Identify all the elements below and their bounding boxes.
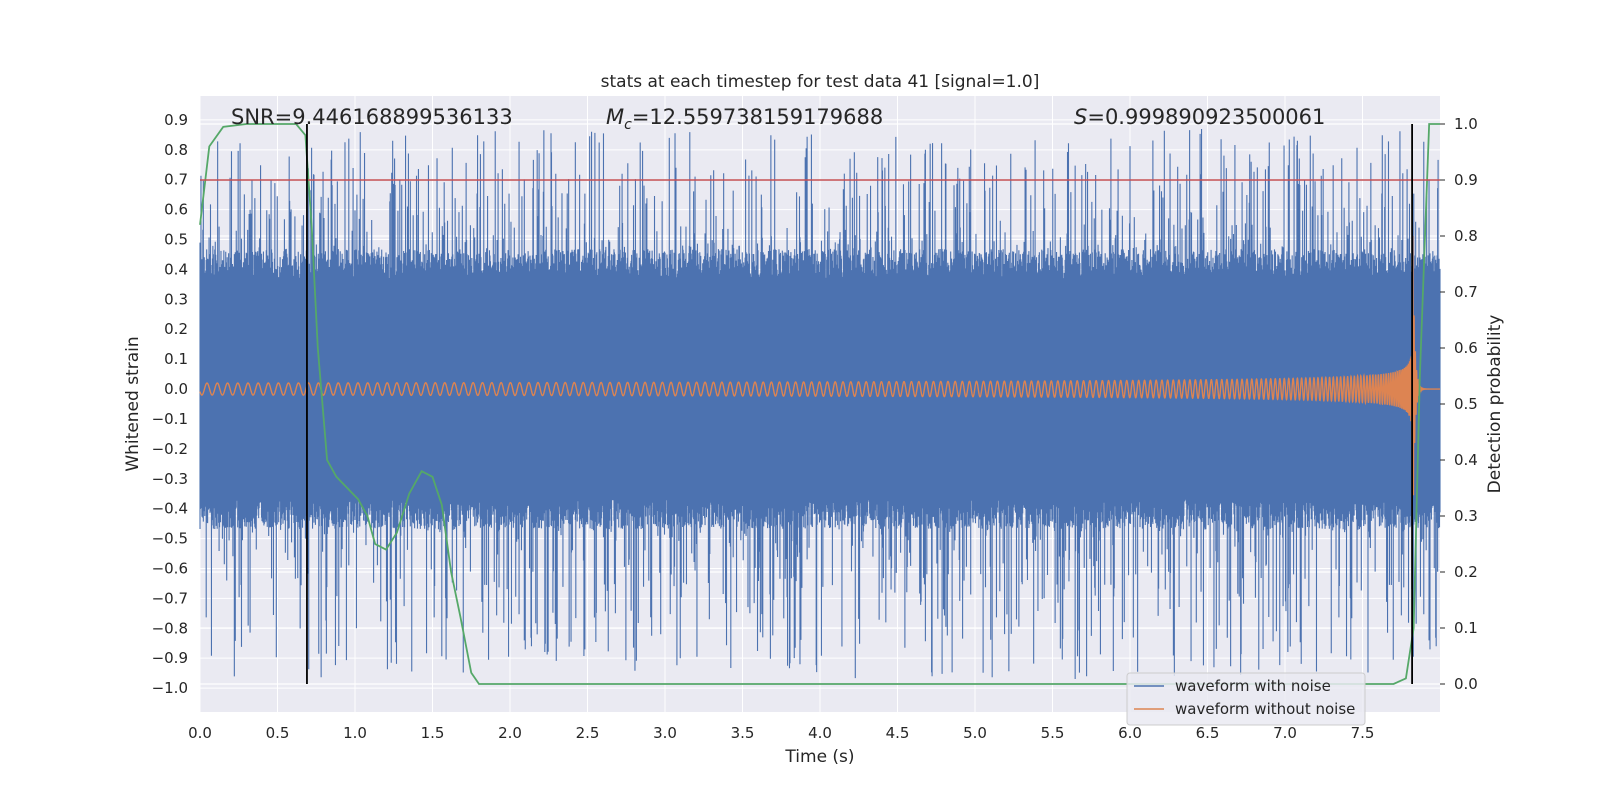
chart-title: stats at each timestep for test data 41 …	[601, 72, 1040, 92]
mc-subscript: c	[624, 117, 632, 133]
y-left-tick-label: 0.3	[164, 290, 188, 308]
x-tick-label: 4.5	[886, 724, 910, 742]
s-symbol: S	[1074, 105, 1087, 129]
legend-label-clean: waveform without noise	[1175, 700, 1355, 718]
y-right-tick-label: 0.6	[1454, 339, 1478, 357]
y-left-tick-label: −0.5	[152, 530, 188, 548]
x-tick-label: 6.5	[1196, 724, 1220, 742]
y-left-tick-label: 0.1	[164, 350, 188, 368]
y-left-tick-label: −1.0	[152, 679, 188, 697]
y-right-tick-label: 0.4	[1454, 451, 1478, 469]
mc-annotation: Mc=12.559738159179688	[606, 105, 883, 133]
x-tick-label: 1.5	[421, 724, 445, 742]
y-right-tick-label: 0.3	[1454, 507, 1478, 525]
y-left-tick-label: 0.9	[164, 111, 188, 129]
y-left-tick-label: −0.6	[152, 559, 188, 577]
x-axis-label: Time (s)	[784, 747, 854, 767]
y-right-tick-label: 1.0	[1454, 115, 1478, 133]
x-tick-label: 7.5	[1351, 724, 1375, 742]
y-left-axis-label: Whitened strain	[123, 336, 143, 471]
y-right-tick-label: 0.5	[1454, 395, 1478, 413]
y-right-tick-label: 0.7	[1454, 283, 1478, 301]
x-tick-label: 0.0	[188, 724, 212, 742]
y-left-tick-label: −0.7	[152, 589, 188, 607]
y-right-tick-label: 0.8	[1454, 227, 1478, 245]
s-value: =0.999890923500061	[1087, 105, 1325, 129]
x-tick-label: 2.0	[498, 724, 522, 742]
legend-label-noisy: waveform with noise	[1175, 677, 1331, 695]
y-right-tick-label: 0.0	[1454, 675, 1478, 693]
y-left-tick-label: −0.4	[152, 500, 188, 518]
y-left-tick-label: −0.2	[152, 440, 188, 458]
x-axis-ticks: 0.0 0.5 1.0 1.5 2.0 2.5 3.0 3.5 4.0 4.5 5.0 5.5 6.0 6…	[188, 724, 1374, 742]
y-left-tick-label: −0.9	[152, 649, 188, 667]
snr-annotation: SNR=9.446168899536133	[231, 105, 513, 129]
y-left-tick-label: 0.2	[164, 320, 188, 338]
y-right-tick-label: 0.9	[1454, 171, 1478, 189]
legend-box	[1126, 672, 1366, 726]
series-waveform-without-noise	[199, 235, 1440, 585]
x-tick-label: 5.0	[963, 724, 987, 742]
s-annotation: S=0.999890923500061	[1074, 105, 1325, 129]
x-tick-label: 5.5	[1041, 724, 1065, 742]
mc-value: =12.559738159179688	[632, 105, 883, 129]
y-right-tick-label: 0.1	[1454, 619, 1478, 637]
y-left-tick-label: −0.3	[152, 470, 188, 488]
x-tick-label: 4.0	[808, 724, 832, 742]
mc-symbol: M	[606, 105, 624, 129]
y-right-tick-label: 0.2	[1454, 563, 1478, 581]
x-tick-label: 1.0	[343, 724, 367, 742]
y-left-tick-label: −0.8	[152, 619, 188, 637]
y-left-tick-label: −0.1	[152, 410, 188, 428]
y-right-axis-ticks: 1.0 0.9 0.8 0.7 0.6 0.5 0.4 0.3 0.2 0.1 0.0	[1440, 115, 1478, 693]
y-right-axis-label: Detection probability	[1485, 315, 1505, 494]
x-tick-label: 7.0	[1273, 724, 1297, 742]
x-tick-label: 3.5	[731, 724, 755, 742]
merger-markers	[306, 124, 1413, 684]
y-left-axis-ticks: 0.9 0.8 0.7 0.6 0.5 0.4 0.3 0.2 0.1 0.0 −0.1 −0.2 −0…	[152, 111, 188, 697]
legend: waveform with noise waveform without noi…	[1126, 672, 1366, 726]
y-left-tick-label: 0.5	[164, 231, 188, 249]
x-tick-label: 0.5	[266, 724, 290, 742]
clean-waveform-trace	[199, 235, 1440, 585]
x-tick-label: 2.5	[576, 724, 600, 742]
x-tick-label: 6.0	[1118, 724, 1142, 742]
y-left-tick-label: 0.6	[164, 201, 188, 219]
y-left-tick-label: 0.7	[164, 171, 188, 189]
x-tick-label: 3.0	[653, 724, 677, 742]
y-left-tick-label: 0.0	[164, 380, 188, 398]
y-left-tick-label: 0.4	[164, 260, 188, 278]
y-left-tick-label: 0.8	[164, 141, 188, 159]
